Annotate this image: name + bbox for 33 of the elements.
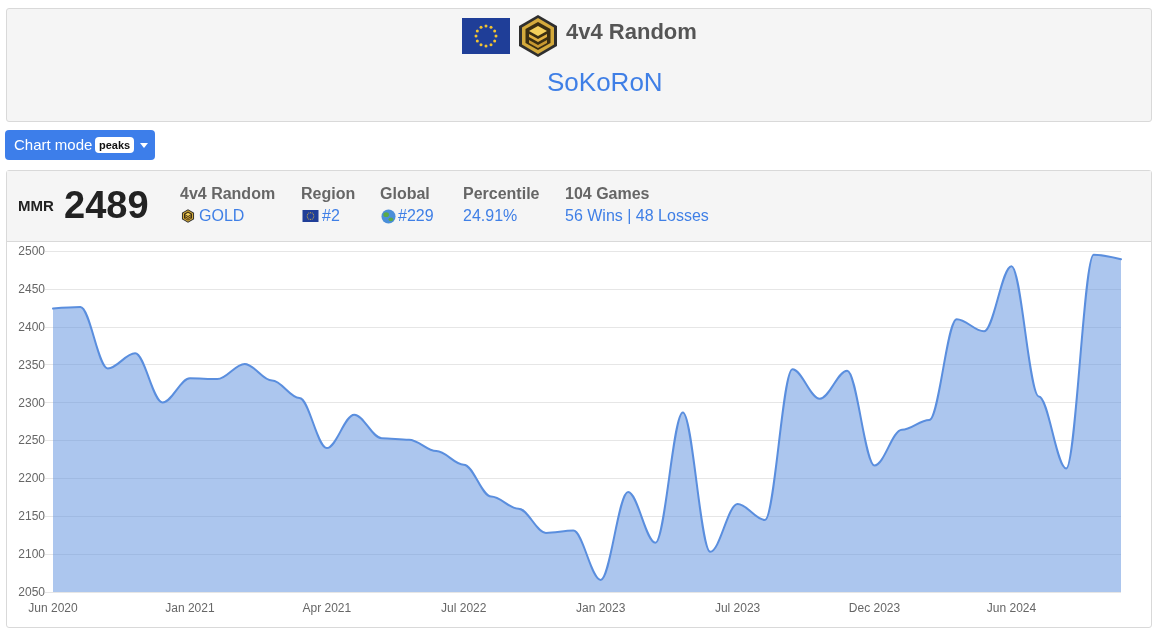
chart-title: 4v4 Random bbox=[566, 18, 697, 46]
text: Percentile bbox=[463, 184, 540, 204]
y-tick-label: 2050 bbox=[18, 585, 46, 599]
text: MMR bbox=[18, 196, 54, 216]
text: #2 bbox=[322, 206, 340, 226]
x-tick-label: Jun 2024 bbox=[986, 601, 1037, 615]
text: 56 Wins | 48 Losses bbox=[565, 206, 709, 226]
chart-subtitle: SoKoRoN bbox=[547, 66, 663, 99]
x-tick-label: Dec 2023 bbox=[848, 601, 901, 615]
y-tick-label: 2100 bbox=[18, 547, 46, 562]
text: GOLD bbox=[199, 206, 245, 226]
y-tick-label: 2150 bbox=[18, 509, 46, 524]
text: 24.91% bbox=[463, 206, 518, 226]
text: 4v4 Random bbox=[180, 184, 276, 204]
text: 104 Games bbox=[565, 184, 650, 204]
dropdown-button[interactable]: Chart mode peaks bbox=[5, 130, 155, 160]
y-tick-label: 2450 bbox=[18, 281, 46, 296]
x-tick-label: Jul 2022 bbox=[441, 601, 487, 615]
x-tick-label: Jul 2023 bbox=[714, 601, 761, 615]
x-tick-label: Apr 2021 bbox=[302, 601, 352, 615]
y-tick-label: 2200 bbox=[18, 471, 46, 486]
y-tick-label: 2300 bbox=[18, 395, 46, 410]
x-tick-label: Jun 2020 bbox=[28, 601, 79, 615]
y-tick-label: 2500 bbox=[18, 244, 46, 258]
text: Global bbox=[380, 184, 430, 204]
text: #229 bbox=[398, 206, 434, 226]
x-tick-label: Jan 2023 bbox=[576, 601, 626, 615]
x-tick-label: Jan 2021 bbox=[165, 601, 215, 615]
text: 2489 bbox=[64, 183, 149, 228]
y-tick-label: 2350 bbox=[18, 357, 46, 372]
y-tick-label: 2400 bbox=[18, 319, 46, 334]
y-tick-label: 2250 bbox=[18, 433, 46, 448]
text: Region bbox=[301, 184, 356, 204]
